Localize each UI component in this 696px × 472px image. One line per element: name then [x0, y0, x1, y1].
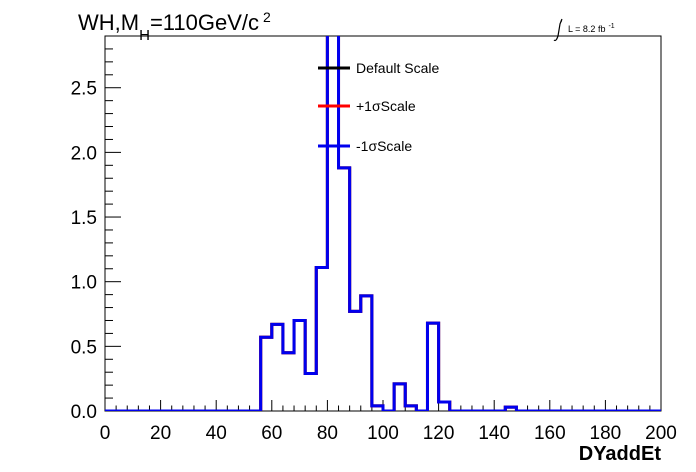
x-tick-label: 60 — [261, 423, 282, 444]
y-tick-label: 2.0 — [71, 143, 97, 164]
luminosity-exponent: -1 — [608, 23, 614, 30]
x-tick-label: 80 — [317, 423, 338, 444]
x-tick-label: 40 — [206, 423, 227, 444]
chart-title-tail: =110GeV/c — [150, 10, 259, 35]
x-tick-label: 0 — [100, 423, 111, 444]
x-tick-label: 100 — [367, 423, 399, 444]
y-tick-label: 0.5 — [71, 337, 97, 358]
y-axis-tick-labels: 0.0 0.5 1.0 1.5 2.0 2.5 — [71, 79, 97, 423]
y-tick-label: 1.0 — [71, 273, 97, 294]
x-tick-label: 160 — [534, 423, 566, 444]
chart-title-superscript: 2 — [263, 9, 271, 25]
legend-label: Default Scale — [356, 60, 439, 76]
y-tick-label: 1.5 — [71, 208, 97, 229]
x-tick-label: 200 — [645, 423, 677, 444]
x-axis-tick-labels: 0 20 40 60 80 100 120 140 160 180 200 — [100, 423, 677, 444]
luminosity-label: L = 8.2 fb -1 — [553, 18, 615, 42]
x-tick-label: 140 — [478, 423, 510, 444]
legend: Default Scale +1σScale -1σScale — [318, 60, 439, 154]
series-line-2 — [105, 36, 661, 411]
x-tick-label: 120 — [423, 423, 455, 444]
x-tick-label: 180 — [590, 423, 622, 444]
legend-label: -1σScale — [356, 138, 412, 154]
legend-label: +1σScale — [356, 98, 416, 114]
chart-title-main: WH,M — [78, 10, 139, 35]
x-tick-label: 20 — [150, 423, 171, 444]
y-tick-label: 2.5 — [71, 79, 97, 100]
svg-text:L = 8.2 fb-1: L = 8.2 fb -1 — [568, 23, 615, 34]
x-axis-label: DYaddEt — [579, 443, 662, 465]
luminosity-text: L = 8.2 fb — [568, 24, 605, 34]
series-layer — [105, 36, 661, 411]
y-tick-label: 0.0 — [71, 402, 97, 423]
integral-sign-icon — [553, 18, 563, 42]
